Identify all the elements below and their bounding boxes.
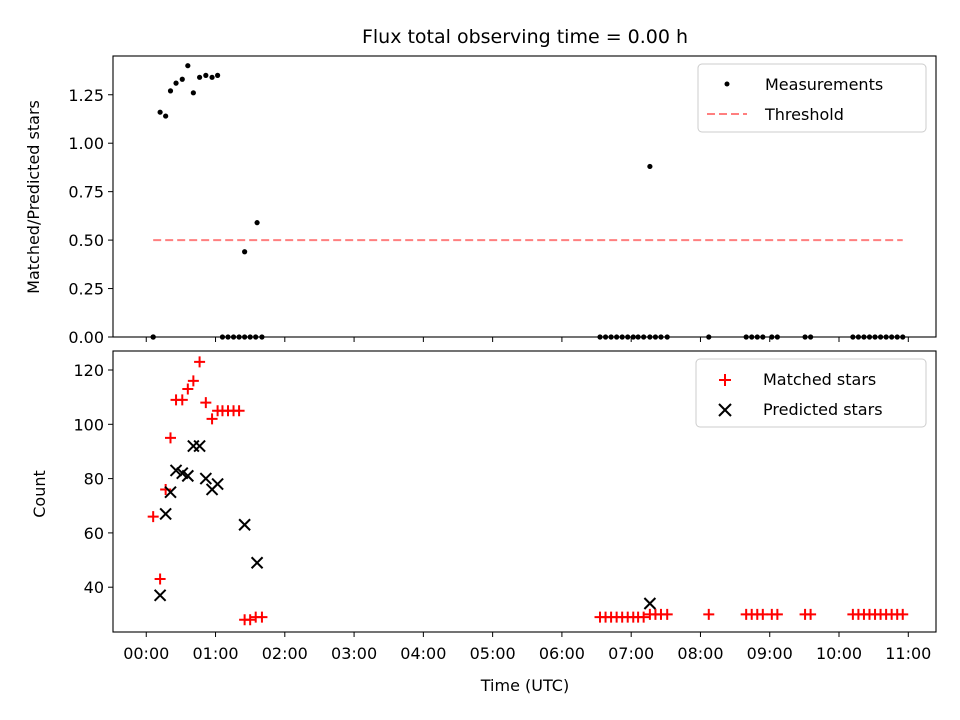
top-y-tick-label: 1.00 — [68, 134, 104, 153]
predicted-star-point — [159, 507, 172, 521]
bottom-x-tick-label: 03:00 — [331, 644, 377, 663]
matched-star-point — [194, 356, 206, 368]
measurement-point — [163, 113, 169, 119]
matched-star-point — [661, 608, 673, 620]
bottom-panel: 40 60 80 100 120 00:00 01:00 02:00 03:00 04:00 05… — [30, 350, 937, 695]
bottom-y-tick-label: 40 — [84, 578, 104, 597]
top-panel: 0.00 0.25 0.50 0.75 1.00 1.25 Matched/Predict… — [24, 55, 937, 347]
legend-label-threshold: Threshold — [764, 105, 844, 124]
legend-label-measurements: Measurements — [765, 75, 883, 94]
top-y-tick-label: 0.25 — [68, 280, 104, 299]
measurement-point — [185, 63, 191, 69]
top-plot-marks — [150, 63, 906, 340]
matched-star-point — [200, 397, 212, 409]
top-legend-box — [697, 63, 927, 133]
bottom-x-tick-label: 11:00 — [885, 644, 931, 663]
bottom-x-tick-label: 07:00 — [608, 644, 654, 663]
measurement-point — [196, 74, 203, 80]
measurement-point — [167, 88, 174, 94]
bottom-y-tick-label: 60 — [84, 524, 104, 543]
top-legend: Measurements Threshold — [697, 63, 927, 133]
matched-star-point — [897, 608, 909, 620]
bottom-x-axis: 00:00 01:00 02:00 03:00 04:00 05:00 06:00 07:00… — [123, 632, 931, 663]
top-x-ticks — [145, 337, 909, 342]
measurement-point — [190, 90, 196, 96]
matched-star-point — [147, 511, 159, 523]
predicted-star-point — [199, 472, 213, 485]
matched-star-point — [233, 405, 245, 417]
predicted-star-point — [169, 464, 183, 477]
top-y-axis-label: Matched/Predicted stars — [24, 100, 43, 294]
matched-star-point — [182, 383, 194, 395]
measurement-point — [242, 249, 248, 255]
matched-star-point — [244, 614, 256, 626]
matched-star-point — [256, 611, 268, 623]
bottom-y-tick-label: 120 — [73, 361, 104, 380]
top-y-axis: 0.00 0.25 0.50 0.75 1.00 1.25 — [68, 86, 113, 347]
bottom-x-tick-label: 09:00 — [747, 644, 793, 663]
bottom-y-axis-label: Count — [30, 470, 49, 518]
top-y-tick-label: 0.75 — [68, 183, 104, 202]
matched-star-point — [805, 608, 817, 620]
bottom-x-tick-label: 02:00 — [262, 644, 308, 663]
matched-star-point — [176, 394, 188, 406]
predicted-star-point — [238, 518, 251, 531]
legend-marker-predicted-stars — [718, 403, 732, 417]
legend-marker-measurements — [724, 81, 730, 87]
measurement-point — [254, 220, 260, 226]
measurement-point — [215, 72, 221, 78]
matched-star-point — [638, 611, 650, 623]
legend-label-matched-stars: Matched stars — [763, 370, 876, 389]
bottom-legend: Matched stars Predicted stars — [695, 358, 927, 428]
bottom-x-tick-label: 01:00 — [192, 644, 238, 663]
top-y-tick-label: 1.25 — [68, 86, 104, 105]
bottom-y-tick-label: 80 — [84, 470, 104, 489]
bottom-x-tick-label: 05:00 — [470, 644, 516, 663]
bottom-x-tick-label: 08:00 — [677, 644, 723, 663]
predicted-star-point — [164, 485, 177, 499]
top-chart-title: Flux total observing time = 0.00 h — [362, 26, 688, 48]
measurement-point — [647, 163, 653, 170]
matched-star-point — [160, 483, 172, 495]
predicted-star-point — [181, 469, 195, 483]
bottom-plot-frame — [112, 350, 937, 633]
predicted-star-point — [211, 477, 224, 491]
measurement-point — [179, 76, 185, 82]
measurement-point — [157, 109, 163, 115]
legend-label-predicted-stars: Predicted stars — [763, 400, 883, 419]
legend-marker-matched-stars — [719, 374, 731, 386]
measurement-point — [203, 72, 209, 78]
matched-star-point — [771, 608, 783, 620]
predicted-star-point — [250, 556, 264, 569]
bottom-legend-box — [695, 358, 927, 428]
predicted-star-point — [643, 597, 657, 610]
top-y-tick-label: 0.50 — [68, 231, 104, 250]
measurement-point — [209, 74, 215, 80]
matched-star-point — [154, 573, 166, 585]
bottom-x-tick-label: 04:00 — [400, 644, 446, 663]
predicted-star-point — [153, 589, 167, 602]
bottom-y-axis: 40 60 80 100 120 — [73, 361, 113, 597]
matched-star-point — [703, 608, 715, 620]
bottom-y-tick-label: 100 — [73, 415, 104, 434]
bottom-x-tick-label: 00:00 — [123, 644, 169, 663]
top-y-tick-label: 0.00 — [68, 328, 104, 347]
bottom-plot-marks — [147, 356, 909, 626]
measurement-point — [173, 80, 179, 86]
bottom-x-axis-label: Time (UTC) — [480, 676, 569, 695]
matched-star-point — [206, 413, 218, 425]
matched-star-point — [187, 375, 199, 387]
predicted-star-point — [193, 439, 206, 453]
bottom-x-tick-label: 10:00 — [816, 644, 862, 663]
top-plot-frame — [112, 55, 937, 338]
matched-star-point — [164, 432, 176, 444]
bottom-x-tick-label: 06:00 — [539, 644, 585, 663]
